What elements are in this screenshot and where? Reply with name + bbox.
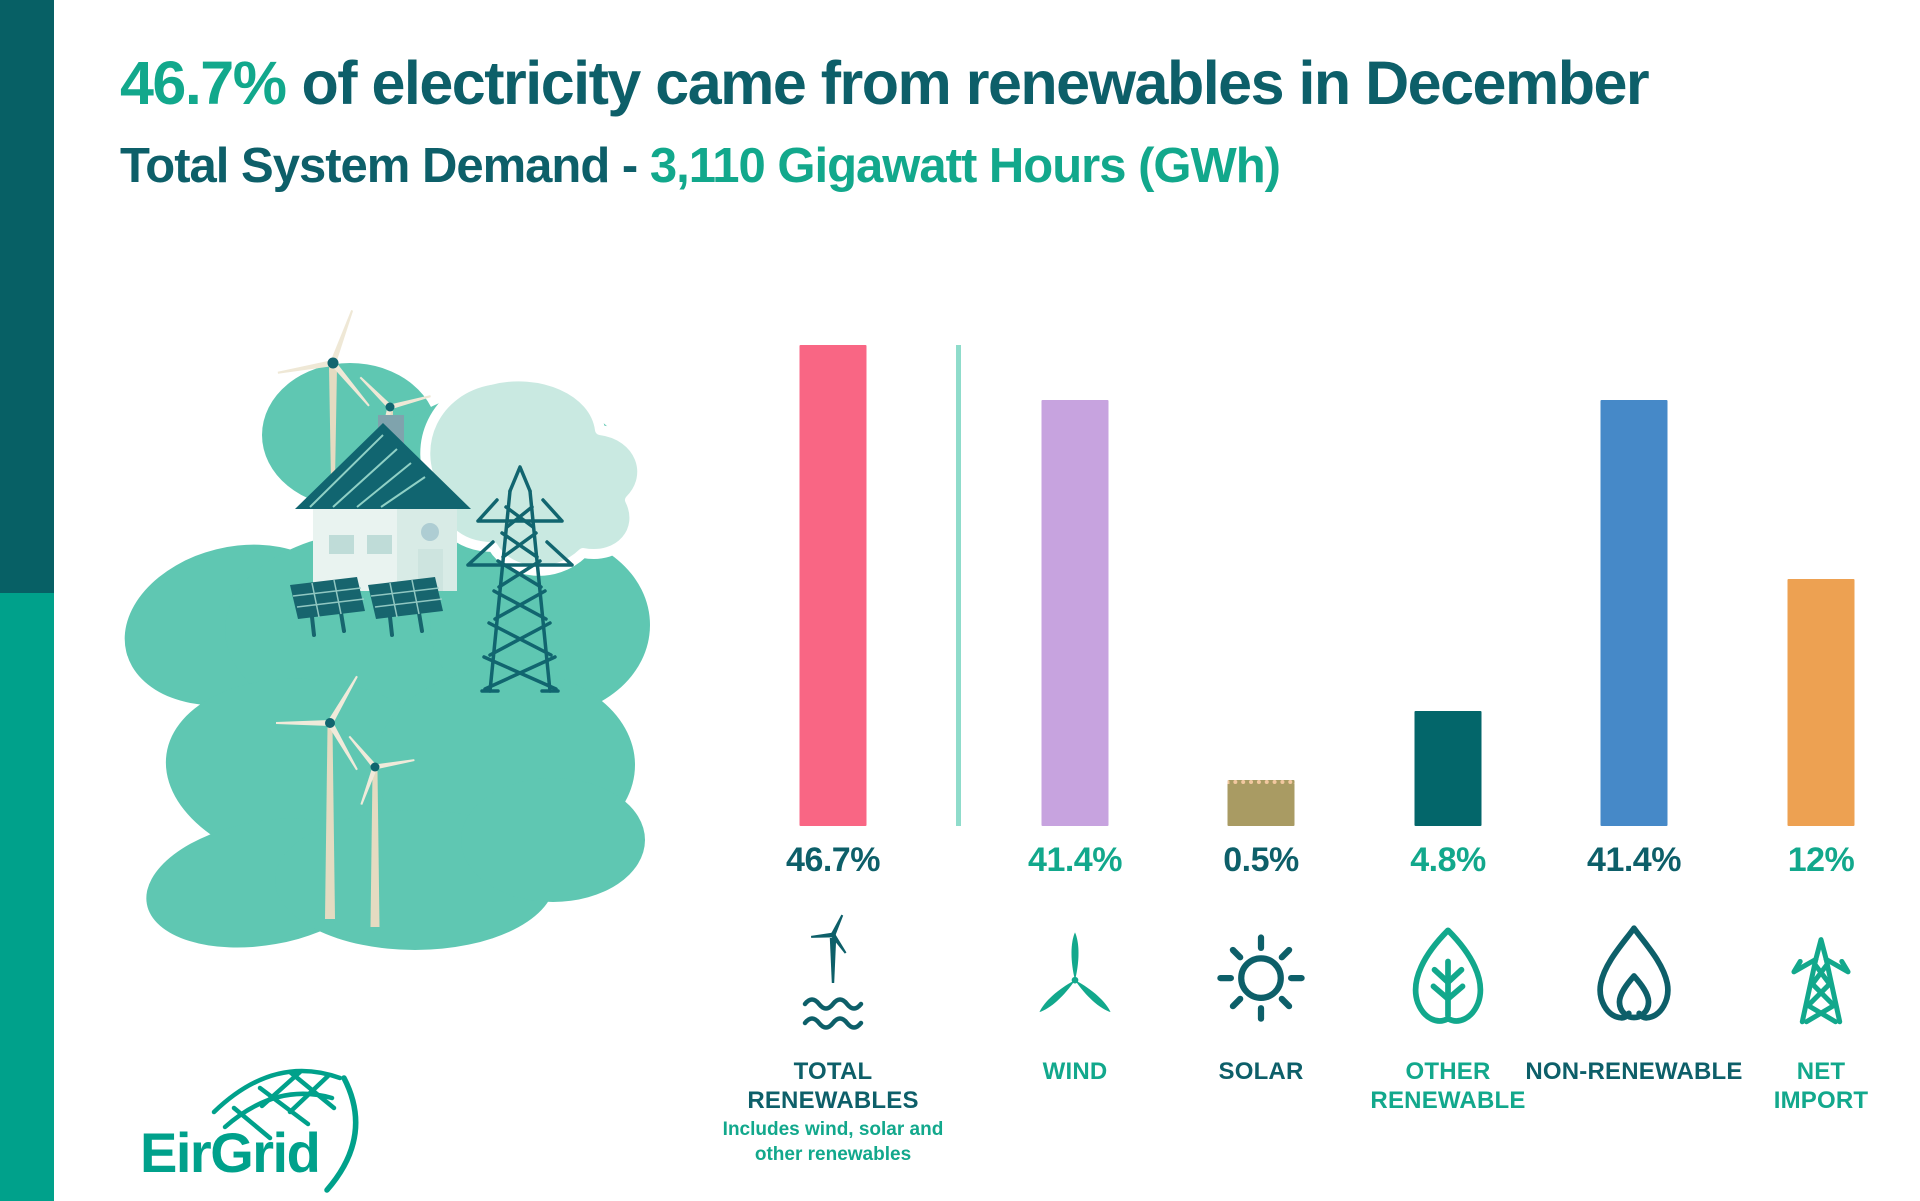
headline-text: of electricity came from renewables in D… (301, 49, 1649, 117)
bar-value-label: 12% (1787, 841, 1855, 879)
eirgrid-globe-icon (211, 1068, 359, 1193)
flame-icon (1514, 902, 1754, 1050)
chart-column-other-renewable: 4.8% OTHER RENEWABLE (1328, 0, 1568, 1201)
bar-value-label: 46.7% (786, 841, 880, 879)
category-label: NON-RENEWABLE (1525, 1058, 1743, 1085)
page-title: 46.7% of electricity came from renewables… (120, 48, 1650, 118)
bar-value-label: 41.4% (1587, 841, 1681, 879)
bar (1600, 400, 1668, 826)
house-illustration (295, 415, 471, 591)
wind-turbine-bottom-large-icon (276, 675, 358, 919)
sun-icon (1141, 902, 1381, 1050)
chart-column-solar: 0.5% SOLAR (1141, 0, 1381, 1201)
bar (799, 345, 867, 826)
subtitle-value: 3,110 Gigawatt Hours (GWh) (649, 139, 1281, 193)
chart-column-net-import: 12% NET IMPORT (1701, 0, 1920, 1201)
category-label: WIND (1042, 1058, 1108, 1085)
bar-value-label: 0.5% (1223, 841, 1299, 879)
pylon-icon (1701, 902, 1920, 1050)
bar (1041, 400, 1109, 826)
leaf-icon (1328, 902, 1568, 1050)
headline-percentage: 46.7% (120, 49, 287, 117)
category-label: TOTAL RENEWABLES (747, 1058, 919, 1114)
subtitle-prefix: Total System Demand - (120, 139, 650, 193)
bar (1227, 780, 1295, 826)
bar-value-label: 41.4% (1028, 841, 1122, 879)
chart-column-non-renewable: 41.4% NON-RENEWABLE (1514, 0, 1754, 1201)
wind-turbine-large-icon (277, 310, 370, 481)
bar-value-label: 4.8% (1410, 841, 1486, 879)
chart-divider-line (956, 345, 961, 826)
offshore-turbine-waves-icon (713, 902, 953, 1050)
wind-rotor-icon (955, 902, 1195, 1050)
bar (1414, 711, 1482, 826)
wind-turbine-bottom-small-icon (348, 735, 415, 927)
eirgrid-logo: EirGrid (140, 1068, 359, 1193)
pylon-illustration (466, 465, 574, 693)
eirgrid-logo-text: EirGrid (140, 1121, 319, 1184)
category-note: Includes wind, solar and other renewable… (722, 1119, 944, 1165)
left-accent-strip-dark (0, 0, 54, 593)
chart-column-total-renewables: 46.7% TOTAL RENEWA (713, 0, 953, 1201)
category-label: NET IMPORT (1773, 1058, 1869, 1114)
page-subtitle: Total System Demand - 3,110 Gigawatt Hou… (120, 138, 1281, 194)
solar-panels-illustration (290, 577, 443, 637)
category-label: OTHER RENEWABLE (1370, 1058, 1526, 1114)
category-label: SOLAR (1218, 1058, 1304, 1085)
left-accent-strip-green (0, 593, 54, 1201)
ireland-map-illustration (124, 310, 650, 950)
chart-column-wind: 41.4% WIND (955, 0, 1195, 1201)
bar (1787, 579, 1855, 826)
